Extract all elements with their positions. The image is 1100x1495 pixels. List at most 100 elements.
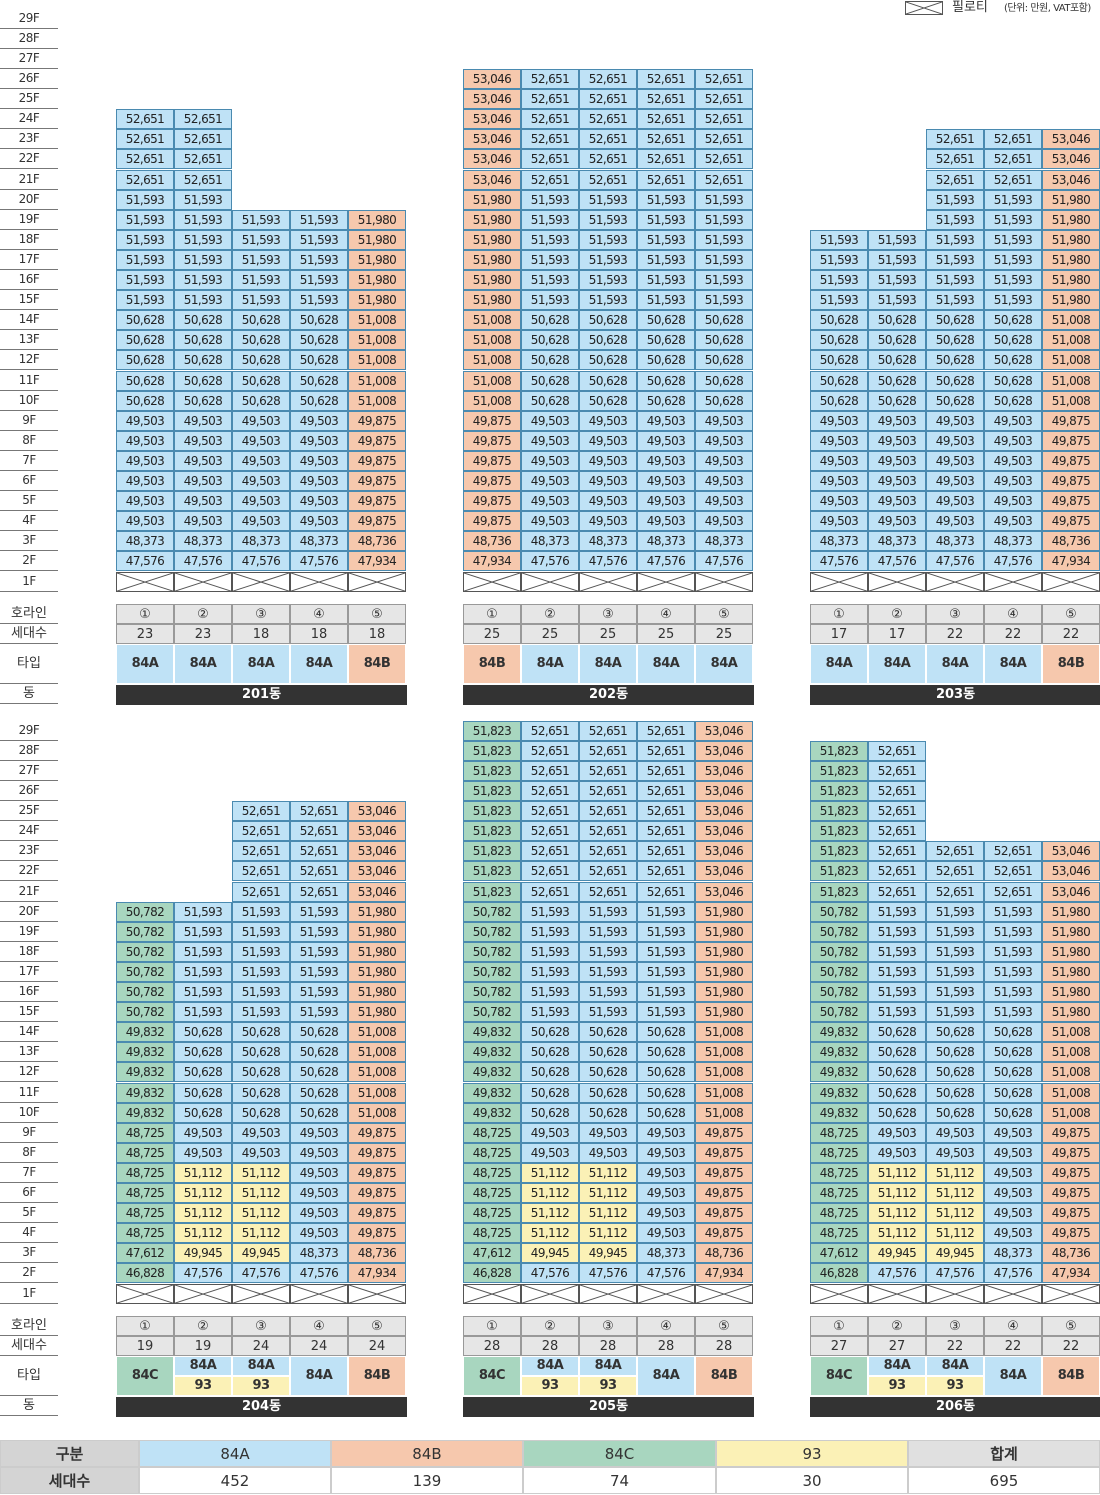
price-cell[interactable]: 49,875	[1042, 511, 1100, 532]
price-cell[interactable]: 51,980	[348, 901, 406, 922]
price-cell[interactable]: 52,651	[521, 881, 579, 902]
price-cell[interactable]: 49,503	[926, 410, 984, 431]
price-cell[interactable]: 52,651	[637, 109, 695, 130]
price-cell[interactable]: 52,651	[579, 69, 637, 90]
price-cell[interactable]: 51,008	[348, 330, 406, 351]
price-cell[interactable]: 52,651	[579, 801, 637, 822]
price-cell[interactable]: 52,651	[521, 821, 579, 842]
price-cell[interactable]: 49,503	[174, 511, 232, 532]
price-cell[interactable]: 49,503	[290, 1203, 348, 1224]
price-cell[interactable]: 52,651	[232, 861, 290, 882]
price-cell[interactable]: 50,628	[579, 330, 637, 351]
price-cell[interactable]: 51,593	[984, 1002, 1042, 1023]
price-cell[interactable]: 51,593	[232, 982, 290, 1003]
price-cell[interactable]: 47,576	[116, 551, 174, 572]
price-cell[interactable]: 47,576	[868, 551, 926, 572]
price-cell[interactable]: 53,046	[1042, 881, 1100, 902]
price-cell[interactable]: 51,593	[521, 270, 579, 291]
price-cell[interactable]: 50,628	[521, 390, 579, 411]
price-cell[interactable]: 50,628	[174, 370, 232, 391]
price-cell[interactable]: 52,651	[579, 861, 637, 882]
price-cell[interactable]: 50,628	[637, 1062, 695, 1083]
price-cell[interactable]: 51,823	[463, 881, 521, 902]
price-cell[interactable]: 51,823	[463, 821, 521, 842]
price-cell[interactable]: 50,628	[984, 1042, 1042, 1063]
price-cell[interactable]: 50,782	[463, 982, 521, 1003]
price-cell[interactable]: 51,593	[637, 961, 695, 982]
price-cell[interactable]: 51,008	[1042, 310, 1100, 331]
price-cell[interactable]: 52,651	[521, 69, 579, 90]
price-cell[interactable]: 50,628	[637, 1022, 695, 1043]
price-cell[interactable]: 49,503	[579, 1142, 637, 1163]
price-cell[interactable]: 49,945	[521, 1243, 579, 1264]
price-cell[interactable]: 49,503	[290, 410, 348, 431]
price-cell[interactable]: 48,736	[463, 531, 521, 552]
price-cell[interactable]: 48,373	[984, 531, 1042, 552]
price-cell[interactable]: 50,628	[521, 1082, 579, 1103]
price-cell[interactable]: 52,651	[868, 821, 926, 842]
price-cell[interactable]: 52,651	[926, 129, 984, 150]
price-cell[interactable]: 51,593	[579, 290, 637, 311]
price-cell[interactable]: 51,112	[926, 1183, 984, 1204]
price-cell[interactable]: 49,503	[637, 1122, 695, 1143]
price-cell[interactable]: 51,112	[579, 1223, 637, 1244]
price-cell[interactable]: 48,373	[290, 1243, 348, 1264]
price-cell[interactable]: 49,503	[810, 471, 868, 492]
price-cell[interactable]: 51,593	[116, 290, 174, 311]
price-cell[interactable]: 52,651	[637, 801, 695, 822]
price-cell[interactable]: 49,503	[290, 1122, 348, 1143]
price-cell[interactable]: 50,628	[868, 330, 926, 351]
price-cell[interactable]: 49,832	[810, 1102, 868, 1123]
price-cell[interactable]: 51,593	[637, 1002, 695, 1023]
price-cell[interactable]: 49,503	[579, 511, 637, 532]
price-cell[interactable]: 51,980	[348, 229, 406, 250]
price-cell[interactable]: 49,503	[695, 471, 753, 492]
price-cell[interactable]: 53,046	[463, 69, 521, 90]
price-cell[interactable]: 52,651	[290, 841, 348, 862]
price-cell[interactable]: 47,576	[521, 1263, 579, 1284]
price-cell[interactable]: 49,503	[232, 1142, 290, 1163]
price-cell[interactable]: 51,593	[521, 901, 579, 922]
price-cell[interactable]: 51,823	[810, 760, 868, 781]
price-cell[interactable]: 51,008	[348, 1102, 406, 1123]
price-cell[interactable]: 52,651	[695, 69, 753, 90]
price-cell[interactable]: 51,593	[232, 901, 290, 922]
price-cell[interactable]: 50,628	[984, 1082, 1042, 1103]
price-cell[interactable]: 50,782	[463, 961, 521, 982]
price-cell[interactable]: 51,593	[232, 1002, 290, 1023]
price-cell[interactable]: 47,576	[579, 551, 637, 572]
price-cell[interactable]: 50,628	[232, 1082, 290, 1103]
price-cell[interactable]: 51,008	[1042, 330, 1100, 351]
price-cell[interactable]: 51,112	[174, 1203, 232, 1224]
price-cell[interactable]: 50,628	[810, 370, 868, 391]
price-cell[interactable]: 50,628	[521, 1102, 579, 1123]
price-cell[interactable]: 49,503	[926, 471, 984, 492]
price-cell[interactable]: 51,112	[232, 1203, 290, 1224]
price-cell[interactable]: 49,875	[463, 450, 521, 471]
price-cell[interactable]: 49,503	[174, 410, 232, 431]
price-cell[interactable]: 51,112	[926, 1223, 984, 1244]
price-cell[interactable]: 51,593	[232, 209, 290, 230]
price-cell[interactable]: 49,945	[926, 1243, 984, 1264]
price-cell[interactable]: 53,046	[695, 861, 753, 882]
price-cell[interactable]: 50,628	[810, 310, 868, 331]
price-cell[interactable]: 51,008	[695, 1102, 753, 1123]
price-cell[interactable]: 50,782	[810, 1002, 868, 1023]
price-cell[interactable]: 50,628	[810, 390, 868, 411]
price-cell[interactable]: 50,628	[695, 350, 753, 371]
price-cell[interactable]: 51,823	[463, 720, 521, 741]
price-cell[interactable]: 48,725	[463, 1223, 521, 1244]
price-cell[interactable]: 51,593	[926, 941, 984, 962]
price-cell[interactable]: 51,593	[984, 961, 1042, 982]
price-cell[interactable]: 50,628	[232, 1062, 290, 1083]
price-cell[interactable]: 50,628	[116, 370, 174, 391]
price-cell[interactable]: 50,628	[290, 1022, 348, 1043]
price-cell[interactable]: 51,823	[810, 801, 868, 822]
price-cell[interactable]: 51,593	[868, 1002, 926, 1023]
price-cell[interactable]: 49,503	[290, 471, 348, 492]
price-cell[interactable]: 49,503	[116, 471, 174, 492]
price-cell[interactable]: 49,832	[116, 1082, 174, 1103]
price-cell[interactable]: 49,875	[695, 1203, 753, 1224]
price-cell[interactable]: 49,503	[868, 1122, 926, 1143]
price-cell[interactable]: 49,832	[463, 1062, 521, 1083]
